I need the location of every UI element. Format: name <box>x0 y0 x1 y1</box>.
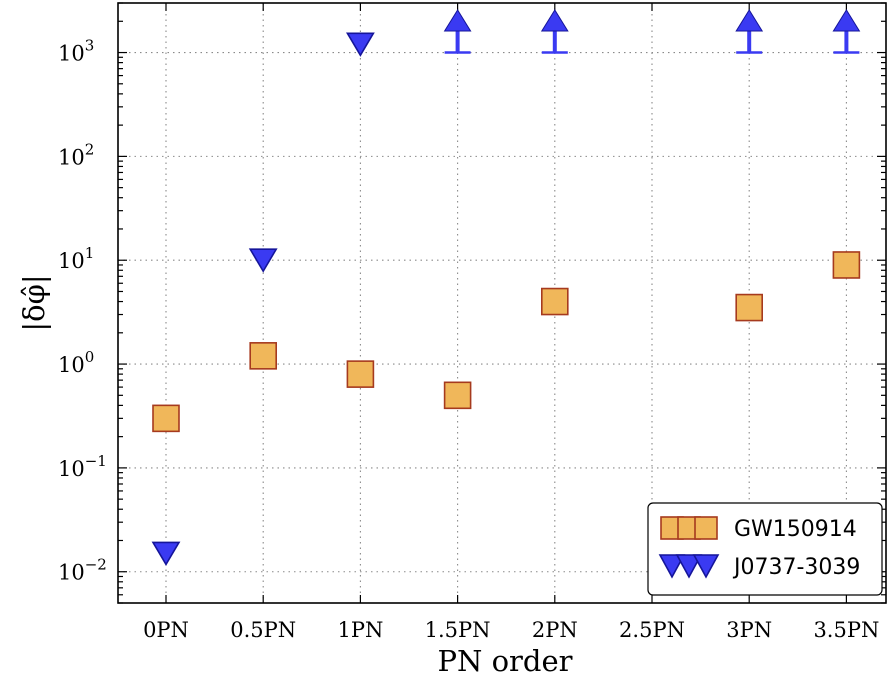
legend-entry-label: GW150914 <box>734 517 857 542</box>
x-tick-label: 2.5PN <box>619 618 685 642</box>
x-tick-label: 3.5PN <box>813 618 879 642</box>
gw150914-point <box>540 287 569 316</box>
x-axis-label: PN order <box>437 644 572 678</box>
y-axis-label: |δφ̂| <box>17 274 51 331</box>
lower-limit-arrow <box>832 9 861 32</box>
j0737-point <box>345 32 375 57</box>
legend-marker-gw150914 <box>694 516 718 540</box>
j0737-point <box>151 541 181 567</box>
gw150914-point <box>832 251 861 279</box>
y-tick-label: 101 <box>58 244 94 273</box>
y-tick-label: 10−1 <box>58 452 107 481</box>
data-marks <box>151 9 861 567</box>
y-tick-label: 100 <box>58 348 94 377</box>
legend-marker-j0737 <box>675 554 703 579</box>
x-tick-label: 0.5PN <box>230 618 296 642</box>
grid-lines <box>118 3 886 603</box>
plot-frame <box>117 2 887 604</box>
x-tick-label: 3PN <box>726 618 772 642</box>
x-tick-label: 2PN <box>532 618 578 642</box>
legend-marker-j0737 <box>692 554 720 579</box>
legend-entry-label: J0737-3039 <box>732 555 860 580</box>
gw150914-point <box>346 360 375 388</box>
gw150914-point <box>249 342 277 370</box>
gw150914-point <box>152 404 180 433</box>
lower-limit-arrow <box>443 9 472 32</box>
gw150914-point <box>443 381 472 410</box>
lower-limit-arrow <box>540 9 569 32</box>
lower-limit-arrow <box>735 9 764 32</box>
y-tick-label: 102 <box>58 140 94 169</box>
gw150914-point <box>735 293 764 322</box>
tick-labels: 0PN 0.5PN 1PN 1.5PN 2PN 2.5PN 3PN 3.5PN 10−2 10−1… <box>58 37 879 642</box>
y-tick-label: 103 <box>58 37 94 66</box>
x-tick-label: 1PN <box>337 618 383 642</box>
x-tick-label: 1.5PN <box>425 618 491 642</box>
j0737-point <box>248 248 278 273</box>
x-tick-label: 0PN <box>143 618 189 642</box>
legend: GW150914 J0737-3039 <box>647 502 883 596</box>
y-tick-label: 10−2 <box>58 556 107 585</box>
legend-marker-j0737 <box>658 554 686 579</box>
